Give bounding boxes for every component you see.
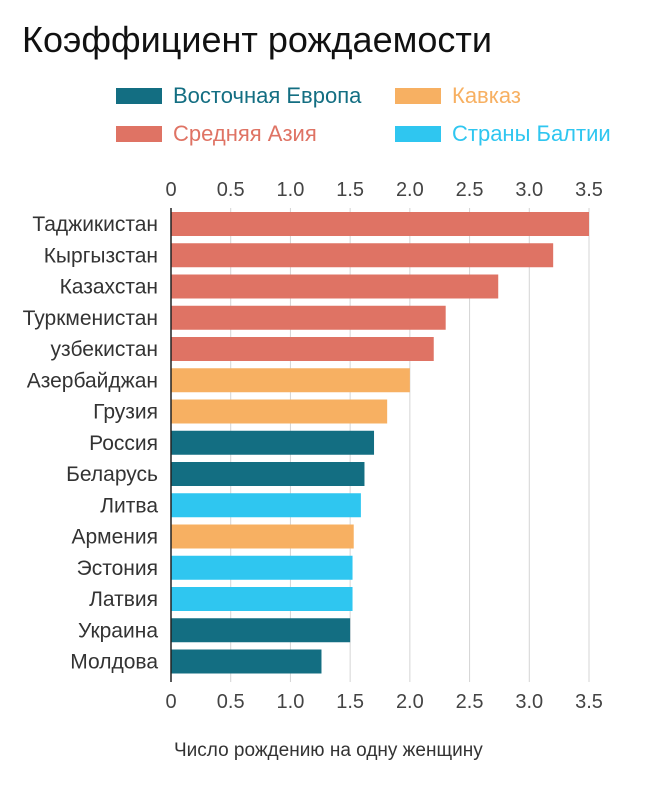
x-tick-label-top: 2.5 [456,179,484,201]
legend-label-средняя-азия: Средняя Азия [173,121,317,146]
legend-swatch-страны-балтии [395,126,441,142]
legend-label-страны-балтии: Страны Балтии [452,121,611,146]
category-label: Беларусь [66,463,158,486]
category-label: Украина [78,619,158,642]
x-tick-label-top: 3.0 [515,179,543,201]
bar-украина [171,618,351,643]
x-tick-label-bottom: 3.5 [575,691,603,713]
bar-азербайджан [171,368,410,393]
legend: Восточная Европа Кавказ Средняя Азия Страны… [116,83,611,146]
x-tick-label-top: 3.5 [575,179,603,201]
bar-кыргызстан [171,243,554,268]
category-label: Кыргызстан [44,244,158,267]
x-tick-label-bottom: 3.0 [515,691,543,713]
bar-казахстан [171,274,499,299]
category-label: Эстония [77,557,158,580]
chart-title: Коэффициент рождаемости [22,19,492,60]
x-tick-label-bottom: 0 [165,691,176,713]
x-tick-label-bottom: 2.0 [396,691,424,713]
legend-swatch-средняя-азия [116,126,162,142]
category-label: Казахстан [60,276,158,299]
x-tick-label-top: 0 [165,179,176,201]
legend-swatch-кавказ [395,88,441,104]
x-tick-labels-top: 0 0.5 1.0 1.5 2.0 2.5 3.0 3.5 [165,179,602,201]
bars [171,212,589,674]
x-tick-label-top: 0.5 [217,179,245,201]
bar-латвия [171,587,353,611]
legend-label-восточная-европа: Восточная Европа [173,83,362,108]
x-tick-label-top: 1.5 [336,179,364,201]
category-label: Латвия [89,588,158,611]
category-label: Россия [89,432,158,455]
bar-литва [171,493,361,518]
category-label: узбекистан [51,338,158,361]
bar-молдова [171,649,322,674]
x-tick-label-bottom: 2.5 [456,691,484,713]
category-label: Туркменистан [23,307,158,330]
x-tick-label-top: 1.0 [277,179,305,201]
category-label: Таджикистан [32,213,158,236]
x-tick-labels-bottom: 0 0.5 1.0 1.5 2.0 2.5 3.0 3.5 [165,691,602,713]
category-label: Молдова [70,651,158,674]
x-tick-label-bottom: 1.0 [277,691,305,713]
category-label: Грузия [93,401,158,424]
bar-грузия [171,399,388,424]
bar-россия [171,430,375,455]
x-tick-label-bottom: 1.5 [336,691,364,713]
bar-узбекистан [171,337,434,361]
x-tick-label-top: 2.0 [396,179,424,201]
legend-swatch-восточная-европа [116,88,162,104]
x-axis-label: Число рождению на одну женщину [174,740,483,761]
bar-армения [171,524,354,549]
bar-беларусь [171,462,365,486]
category-labels: Таджикистан Кыргызстан Казахстан Туркменист… [23,213,159,674]
category-label: Армения [71,526,158,549]
category-label: Азербайджан [27,369,158,392]
legend-label-кавказ: Кавказ [452,83,521,108]
x-tick-label-bottom: 0.5 [217,691,245,713]
category-label: Литва [100,494,158,517]
bar-таджикистан [171,212,589,236]
bar-эстония [171,555,353,580]
bar-туркменистан [171,305,446,330]
